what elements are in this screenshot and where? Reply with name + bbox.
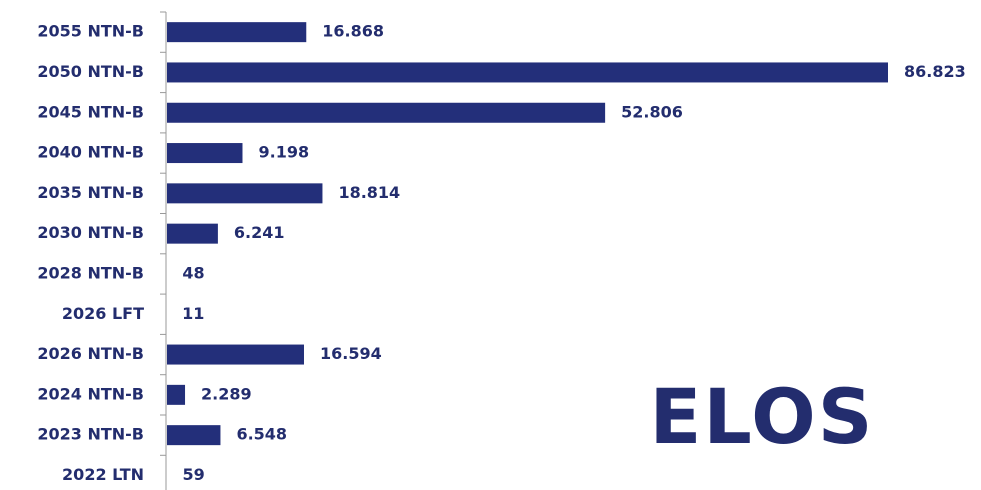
category-label: 2045 NTN-B <box>37 102 144 121</box>
category-label: 2024 NTN-B <box>37 384 144 403</box>
category-label: 2035 NTN-B <box>37 183 144 202</box>
value-label: 52.806 <box>621 102 683 121</box>
bar <box>167 384 186 405</box>
value-label: 18.814 <box>338 183 400 202</box>
category-label: 2050 NTN-B <box>37 62 144 81</box>
bar <box>167 62 888 83</box>
category-label: 2030 NTN-B <box>37 223 144 242</box>
value-label: 6.548 <box>236 425 287 444</box>
category-label: 2026 LFT <box>62 304 144 323</box>
value-label: 16.868 <box>322 22 384 41</box>
bar <box>167 22 307 43</box>
bar <box>167 344 304 365</box>
value-label: 9.198 <box>258 143 309 162</box>
category-label: 2026 NTN-B <box>37 344 144 363</box>
value-label: 86.823 <box>904 62 966 81</box>
category-label: 2023 NTN-B <box>37 425 144 444</box>
category-label: 2040 NTN-B <box>37 143 144 162</box>
bar <box>167 425 221 446</box>
category-label: 2055 NTN-B <box>37 22 144 41</box>
bar <box>167 143 243 164</box>
value-label: 16.594 <box>320 344 382 363</box>
value-label: 6.241 <box>234 223 285 242</box>
bar <box>167 183 323 204</box>
bar <box>167 102 606 123</box>
bar <box>167 223 218 244</box>
logo: ELOS <box>650 372 875 461</box>
value-label: 48 <box>182 263 204 282</box>
category-label: 2028 NTN-B <box>37 263 144 282</box>
value-label: 2.289 <box>201 384 252 403</box>
category-label: 2022 LTN <box>62 465 144 484</box>
value-label: 59 <box>182 465 204 484</box>
value-label: 11 <box>182 304 204 323</box>
